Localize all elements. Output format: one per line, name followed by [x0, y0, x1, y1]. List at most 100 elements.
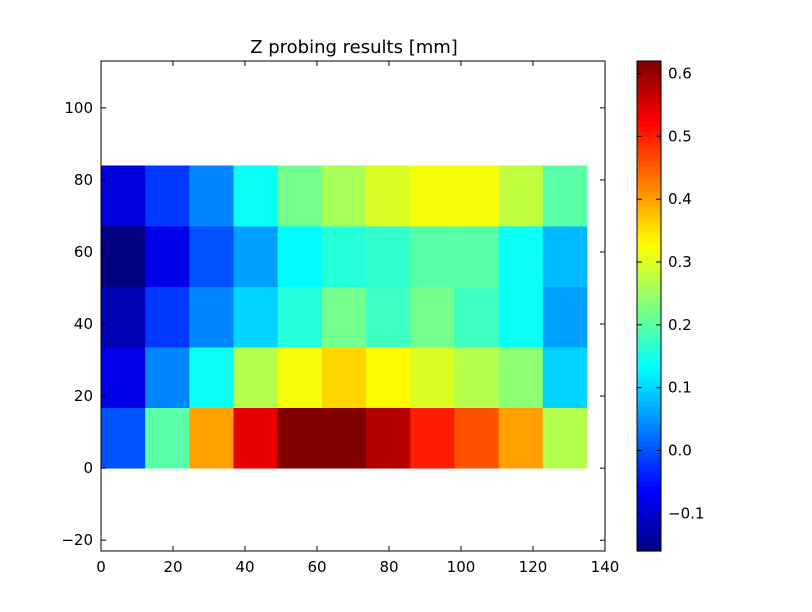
colorbar-segment	[637, 546, 661, 552]
colorbar-segment	[637, 361, 661, 367]
colorbar-segment	[637, 131, 661, 137]
colorbar-frame	[636, 60, 662, 552]
heatmap-cell	[366, 407, 411, 469]
colorbar-segment	[637, 86, 661, 92]
colorbar-tick-label: 0.1	[668, 379, 692, 397]
colorbar-segment	[637, 401, 661, 407]
colorbar-segment	[637, 511, 661, 517]
colorbar-segment	[637, 381, 661, 387]
colorbar-segment	[637, 341, 661, 347]
colorbar-segment	[637, 436, 661, 442]
colorbar-segment	[637, 276, 661, 282]
colorbar-tick-label: 0.3	[668, 253, 692, 271]
heatmap-cell	[189, 407, 234, 469]
colorbar-segment	[637, 221, 661, 227]
colorbar-segment	[637, 251, 661, 257]
x-tick-label: 120	[519, 558, 548, 576]
heatmap-cell	[277, 347, 323, 409]
colorbar-segment	[637, 521, 661, 527]
heatmap-cell	[410, 347, 455, 409]
heatmap-cell	[189, 226, 234, 287]
heatmap-cell	[498, 347, 544, 409]
colorbar-segment	[637, 241, 661, 247]
y-tick-label: 0	[83, 459, 93, 477]
heatmap-cell	[101, 347, 146, 409]
colorbar-segment	[637, 181, 661, 187]
colorbar-segment	[637, 326, 661, 332]
y-tick-label: 60	[74, 243, 93, 261]
colorbar-tick-label: 0.4	[668, 190, 692, 208]
colorbar-segment	[637, 451, 661, 457]
colorbar-segment	[637, 271, 661, 277]
heatmap-cell	[101, 286, 146, 348]
colorbar-segment	[637, 61, 661, 67]
colorbar-segment	[637, 491, 661, 497]
colorbar-segment	[637, 456, 661, 462]
colorbar-segment	[637, 71, 661, 77]
colorbar-segment	[637, 246, 661, 252]
colorbar-segment	[637, 101, 661, 107]
colorbar-segment	[637, 146, 661, 152]
heatmap-cell	[321, 165, 367, 227]
colorbar-segment	[637, 191, 661, 197]
colorbar-tick-label: 0.5	[668, 127, 692, 145]
x-tick-label: 20	[163, 558, 182, 576]
colorbar-segment	[637, 431, 661, 437]
colorbar-segment	[637, 446, 661, 452]
colorbar-segment	[637, 336, 661, 342]
heatmap-cell	[366, 226, 411, 287]
colorbar-tick-label: −0.1	[668, 504, 704, 522]
colorbar-segment	[637, 231, 661, 237]
plot-frame	[100, 60, 606, 552]
colorbar-segment	[637, 316, 661, 322]
chart-title: Z probing results [mm]	[250, 37, 458, 58]
heatmap-cell	[410, 165, 455, 227]
heatmap-cell	[145, 226, 190, 287]
colorbar-tick-label: 0.2	[668, 316, 692, 334]
colorbar-segment	[637, 161, 661, 167]
colorbar-segment	[637, 66, 661, 72]
colorbar-segment	[637, 531, 661, 537]
heatmap-cell	[410, 286, 455, 348]
heatmap-cell	[189, 347, 234, 409]
colorbar-segment	[637, 266, 661, 272]
heatmap-cell	[233, 407, 279, 469]
colorbar-segment	[637, 216, 661, 222]
colorbar-segment	[637, 166, 661, 172]
heatmap-cell	[454, 407, 500, 469]
heatmap-cell	[101, 165, 146, 227]
colorbar-segment	[637, 296, 661, 302]
heatmap-cell	[233, 165, 279, 227]
heatmap-cell	[542, 407, 588, 469]
colorbar-segment	[637, 376, 661, 382]
colorbar-segment	[637, 386, 661, 392]
heatmap-cell	[498, 286, 544, 348]
y-tick-label: 40	[74, 315, 93, 333]
colorbar-segment	[637, 476, 661, 482]
colorbar-segment	[637, 486, 661, 492]
heatmap-cell	[321, 347, 367, 409]
colorbar-segment	[637, 331, 661, 337]
heatmap-cell	[145, 286, 190, 348]
colorbar-segment	[637, 96, 661, 102]
heatmap-cell	[277, 165, 323, 227]
colorbar-segment	[637, 541, 661, 547]
colorbar-segment	[637, 186, 661, 192]
colorbar-segment	[637, 126, 661, 132]
heatmap-cell	[277, 407, 323, 469]
heatmap-cell	[410, 407, 455, 469]
heatmap-cell	[145, 165, 190, 227]
heatmap-cell	[542, 286, 588, 348]
heatmap-cell	[233, 286, 279, 348]
colorbar-segment	[637, 416, 661, 422]
colorbar-segment	[637, 516, 661, 522]
heatmap-cell	[498, 165, 544, 227]
colorbar-segment	[637, 471, 661, 477]
colorbar-segment	[637, 121, 661, 127]
colorbar-segment	[637, 311, 661, 317]
colorbar-tick-label: 0.6	[668, 65, 692, 83]
colorbar-segment	[637, 136, 661, 142]
colorbar-segment	[637, 301, 661, 307]
